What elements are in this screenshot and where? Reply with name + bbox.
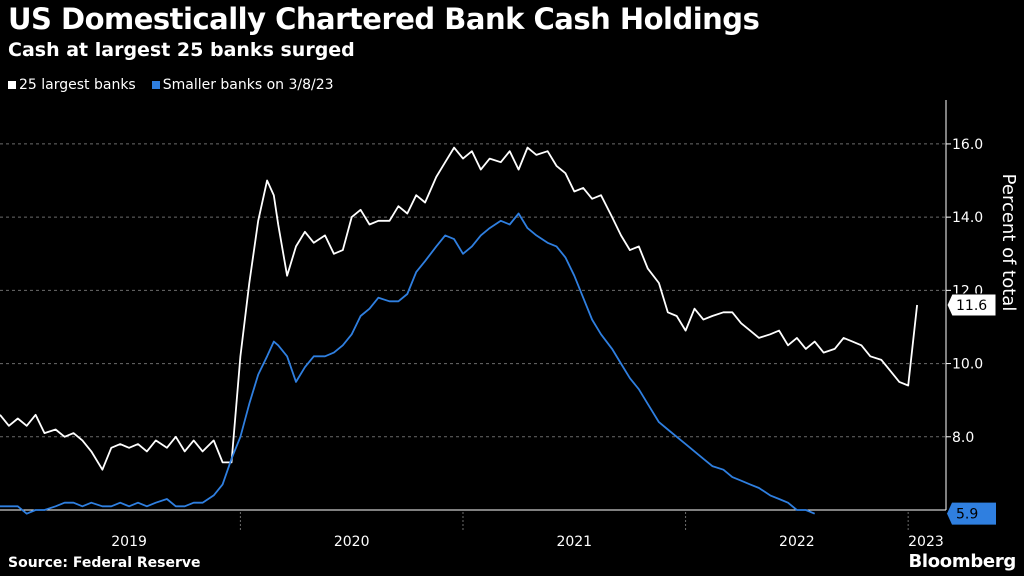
legend-label-small-banks: Smaller banks on 3/8/23 [162, 77, 334, 93]
legend-label-large-banks: 25 largest banks [19, 77, 136, 93]
x-tick-label-2021: 2021 [556, 534, 592, 550]
x-tick-label-2023: 2023 [908, 534, 944, 550]
legend: 25 largest banks Smaller banks on 3/8/23 [8, 77, 334, 93]
last-value-badge-large-banks [946, 293, 997, 317]
source-note: Source: Federal Reserve [8, 555, 201, 571]
last-value-label-small-banks: 5.9 [956, 507, 978, 523]
y-tick-label-10.0: 10.0 [952, 357, 983, 373]
y-tick-label-16.0: 16.0 [952, 137, 983, 153]
x-tick-label-2019: 2019 [111, 534, 147, 550]
y-tick-label-8.0: 8.0 [952, 430, 974, 446]
last-value-label-large-banks: 11.6 [956, 298, 987, 314]
chart-title: US Domestically Chartered Bank Cash Hold… [8, 2, 760, 36]
x-tick-label-2022: 2022 [779, 534, 815, 550]
series-line-large-banks [0, 146, 918, 471]
legend-item-small-banks: Smaller banks on 3/8/23 [151, 77, 334, 93]
last-value-badge-small-banks [947, 502, 996, 525]
legend-swatch-large-banks [8, 81, 16, 89]
series-line-small-banks [0, 212, 816, 515]
legend-swatch-small-banks [151, 81, 160, 89]
bloomberg-logo: Bloomberg [908, 551, 1016, 572]
legend-item-large-banks: 25 largest banks [8, 77, 136, 93]
x-tick-label-2020: 2020 [334, 534, 370, 550]
chart-subtitle: Cash at largest 25 banks surged [8, 39, 355, 61]
y-tick-label-14.0: 14.0 [952, 210, 983, 226]
y-axis-title: Percent of total [998, 174, 1019, 312]
